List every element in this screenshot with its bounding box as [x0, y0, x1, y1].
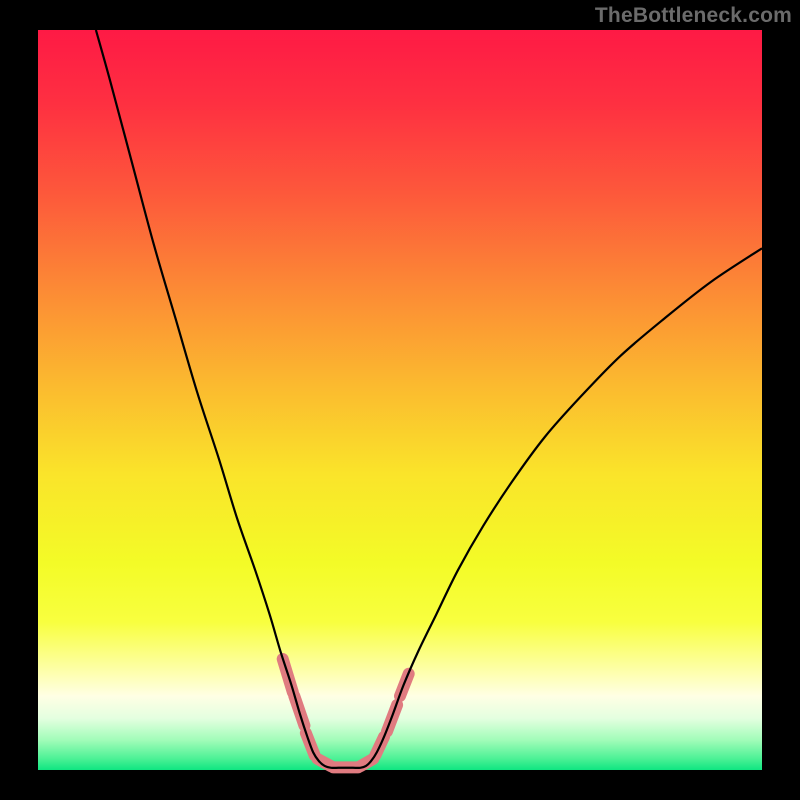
chart-stage: TheBottleneck.com: [0, 0, 800, 800]
bottleneck-chart: [0, 0, 800, 800]
watermark-text: TheBottleneck.com: [595, 4, 792, 28]
plot-background: [38, 30, 762, 770]
